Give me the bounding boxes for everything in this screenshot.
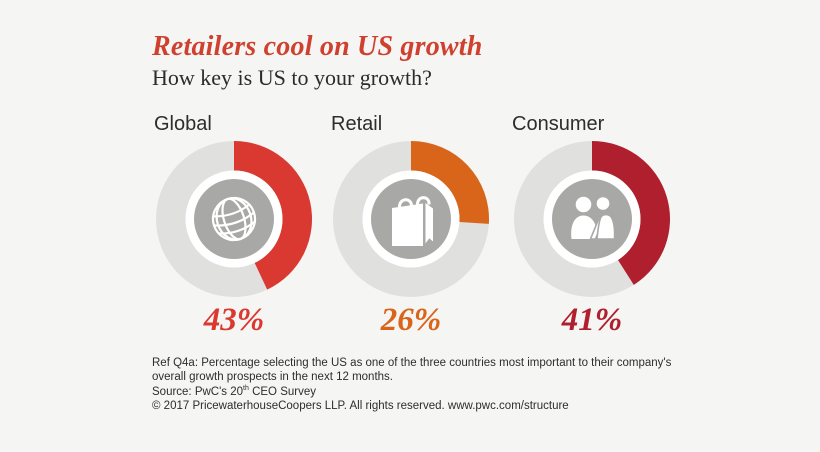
donut-chart-consumer <box>514 141 670 297</box>
donut-block-retail: Retail 26% <box>331 112 491 339</box>
globe-icon <box>211 196 257 242</box>
footnote-ref-line1: Ref Q4a: Percentage selecting the US as … <box>152 357 672 369</box>
donut-segment <box>234 141 313 290</box>
value-label: 41% <box>561 302 623 338</box>
footnote-ref-line2: overall growth prospects in the next 12 … <box>152 371 393 384</box>
donut-block-global: Global 43% <box>154 112 314 339</box>
footnote-source: Source: PwC's 20th CEO Survey <box>152 384 316 398</box>
category-label: Consumer <box>512 113 605 135</box>
page-title: Retailers cool on US growth <box>152 31 483 62</box>
value-label: 26% <box>380 302 442 338</box>
donut-block-consumer: Consumer 41% <box>512 112 672 339</box>
donut-segment <box>411 141 490 224</box>
value-label: 43% <box>203 302 265 338</box>
donut-chart-global <box>156 141 313 297</box>
icon-disc <box>194 179 274 259</box>
footnote-copyright: © 2017 PricewaterhouseCoopers LLP. All r… <box>152 400 569 413</box>
shopping-bag-icon <box>392 196 433 246</box>
page-subtitle: How key is US to your growth? <box>152 65 432 90</box>
icon-disc <box>552 179 632 259</box>
people-icon <box>571 195 616 240</box>
category-label: Global <box>154 113 212 135</box>
footnote: Ref Q4a: Percentage selecting the US as … <box>152 356 732 414</box>
donut-segment <box>592 141 670 285</box>
ordinal-suffix: th <box>243 384 249 392</box>
category-label: Retail <box>331 113 383 135</box>
donut-chart-retail <box>333 141 490 297</box>
